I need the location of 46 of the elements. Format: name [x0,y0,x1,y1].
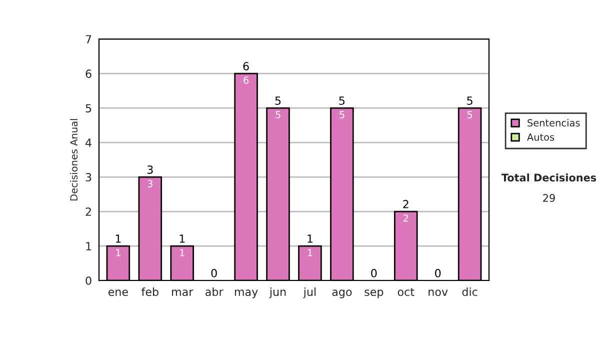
y-tick-label: 7 [86,35,92,44]
x-tick-label: mar [172,290,194,296]
total-label: 0 [211,268,217,278]
y-tick-label: 1 [86,242,92,250]
data-label: 3 [148,180,152,188]
data-label: 2 [404,214,408,222]
x-tick-label: feb [142,287,158,296]
total-label: 6 [243,62,249,70]
x-tick-label: jun [269,287,286,298]
data-label: 1 [116,249,120,256]
y-axis-title: Decisiones Anual [70,119,78,200]
data-label: 6 [244,76,249,84]
legend-label: Autos [527,134,554,141]
total-label: 3 [147,165,153,174]
x-tick-label: may [234,290,258,298]
total-label: 0 [371,268,377,278]
y-tick-label: 3 [86,173,92,182]
y-tick-label: 2 [86,208,91,216]
total-label: 1 [180,234,185,243]
y-tick-label: 6 [86,70,92,78]
total-label: 1 [116,234,121,243]
text: 29 [543,194,555,202]
x-tick-label: oct [398,288,414,296]
legend-label: Sentencias [528,118,580,127]
total-label: 5 [467,96,472,105]
data-label: 5 [340,111,344,118]
y-tick-label: 0 [86,276,92,285]
y-tick-label: 5 [86,104,92,112]
data-label: 5 [276,111,280,118]
data-label: 5 [467,111,472,118]
x-tick-label: sep [364,290,384,298]
x-tick-label: ago [332,290,352,298]
total-label: 5 [339,96,345,105]
x-tick-label: abr [206,287,224,296]
x-tick-label: nov [428,290,448,296]
x-tick-label: jul [303,287,316,298]
text: Total Decisiones [501,173,596,182]
data-label: 1 [180,249,184,256]
total-label: 0 [435,268,441,278]
total-label: 5 [275,96,281,105]
data-label: 1 [308,249,312,256]
x-tick-label: dic [462,287,478,296]
y-tick-label: 4 [86,138,92,147]
total-label: 2 [403,200,408,208]
x-tick-label: ene [108,290,128,296]
total-label: 1 [308,234,312,243]
